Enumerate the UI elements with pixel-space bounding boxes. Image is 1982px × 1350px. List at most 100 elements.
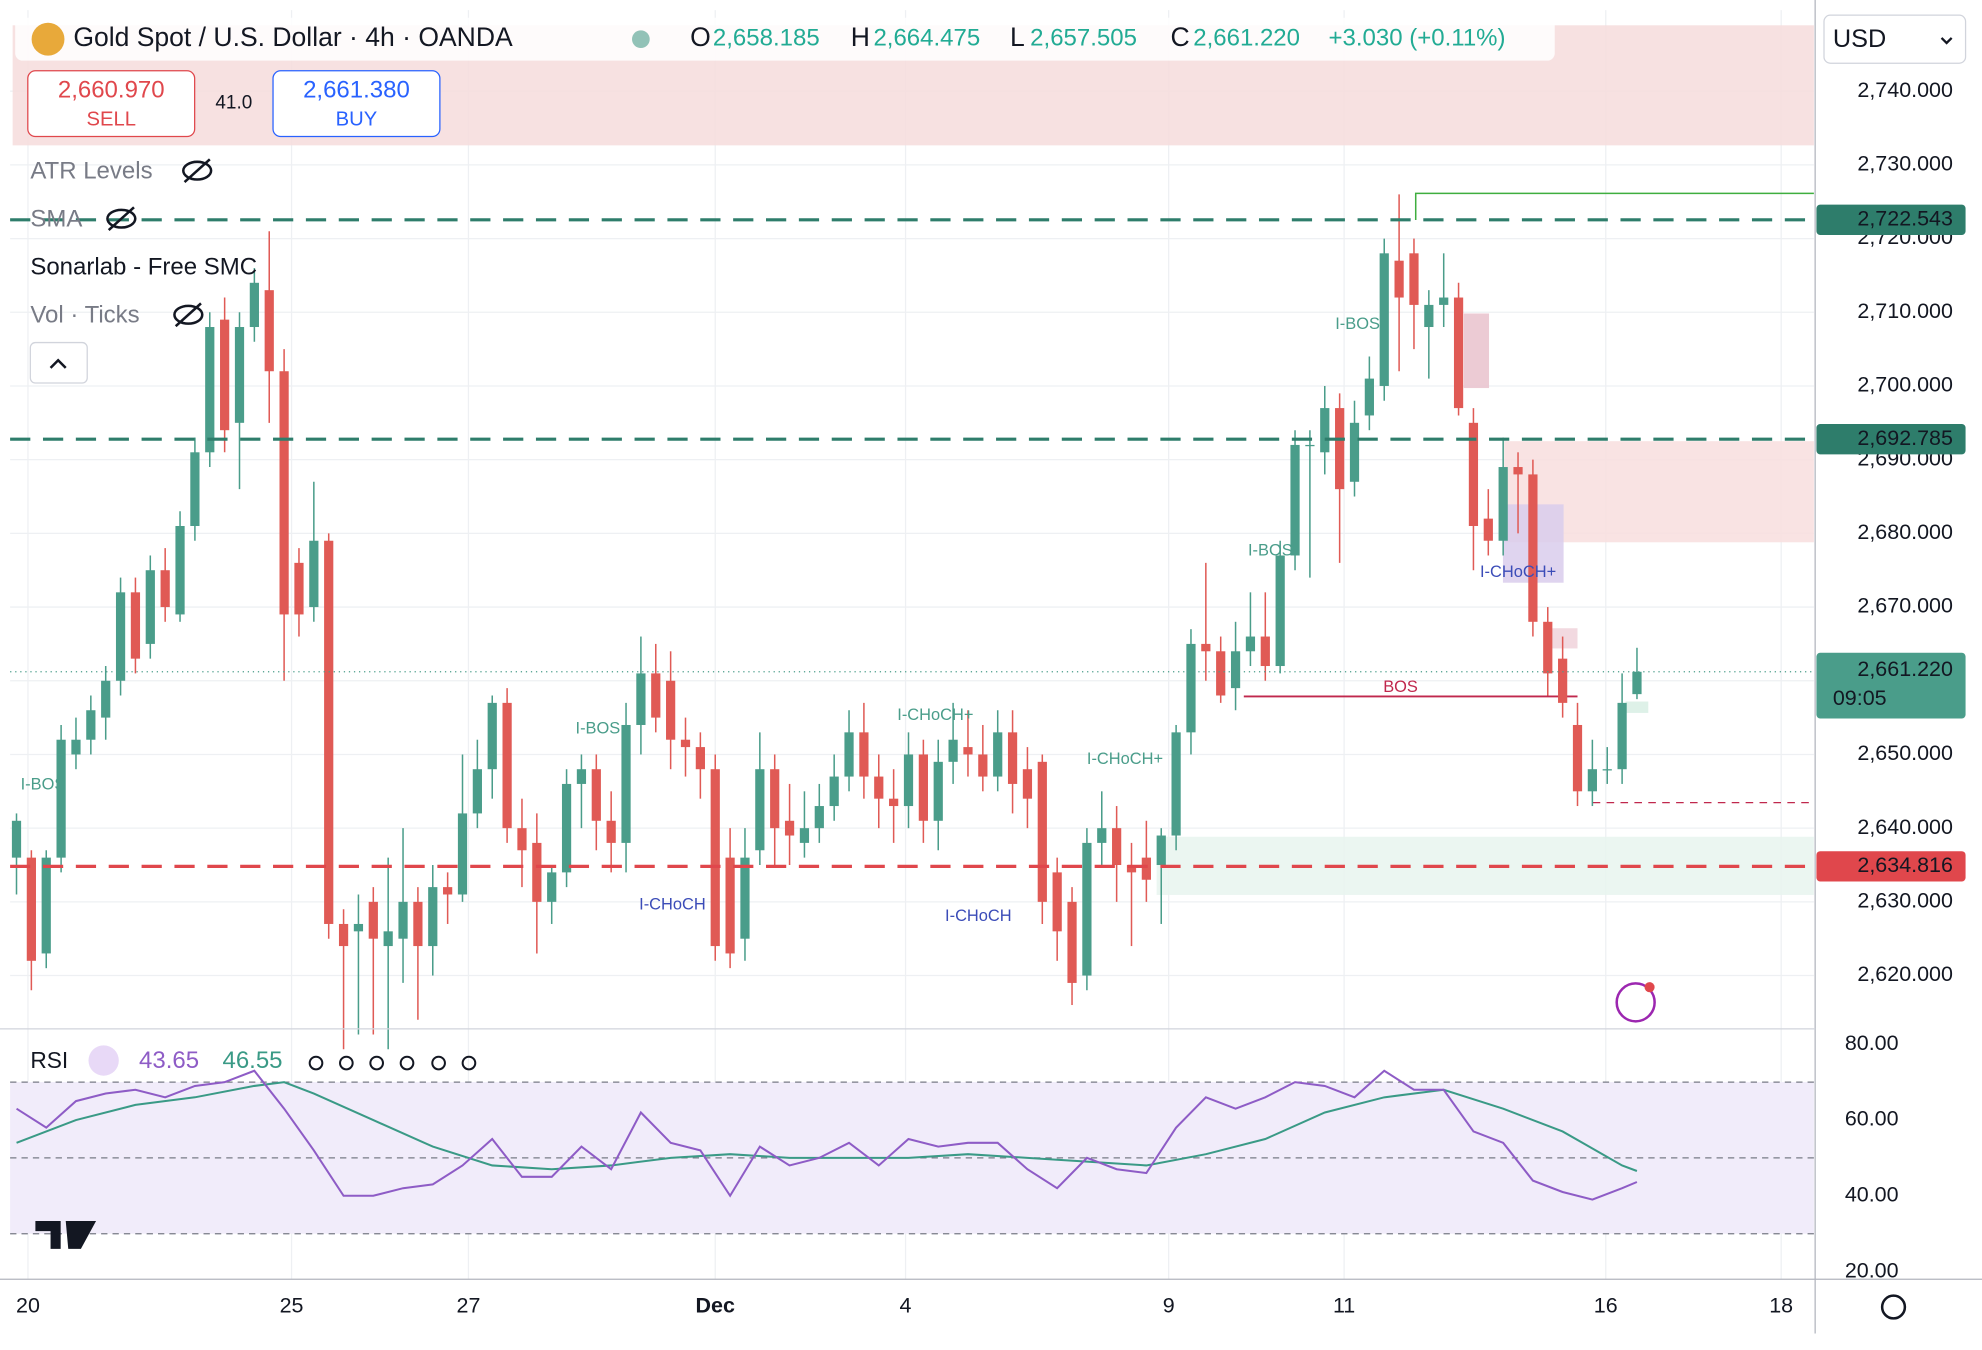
candle-body xyxy=(249,282,259,328)
candle-body xyxy=(844,732,854,777)
candle-body xyxy=(1513,467,1523,475)
candle-body xyxy=(621,724,631,843)
candle-body xyxy=(1572,724,1583,792)
sell-label: SELL xyxy=(87,108,136,130)
price-tag xyxy=(1816,423,1966,455)
y-tick-label: 20.00 xyxy=(1845,1258,1899,1282)
candle-body xyxy=(26,857,36,961)
settings-icon[interactable] xyxy=(1880,1294,1907,1320)
y-tick-label: 60.00 xyxy=(1845,1107,1899,1131)
candle-body xyxy=(1424,304,1434,328)
y-tick-label: 40.00 xyxy=(1845,1182,1899,1206)
collapse-button[interactable] xyxy=(29,341,88,384)
candle-body xyxy=(1320,408,1330,453)
price-tag-label: 2,634.816 xyxy=(1857,853,1953,877)
sell-button[interactable] xyxy=(27,70,196,138)
c-label: C xyxy=(1170,22,1189,52)
candle-body xyxy=(1112,828,1122,866)
candle-body xyxy=(101,680,111,718)
candle-body xyxy=(1201,643,1211,652)
alert-dot xyxy=(1644,982,1655,993)
y-tick-label: 2,630.000 xyxy=(1857,889,1953,913)
candle-body xyxy=(993,732,1003,777)
symbol-title[interactable]: Gold Spot / U.S. Dollar · 4h · OANDA xyxy=(73,22,513,52)
indicator-label[interactable]: Vol · Ticks xyxy=(30,301,139,328)
candle-body xyxy=(190,452,200,526)
buy-label: BUY xyxy=(336,108,378,130)
candle-body xyxy=(1052,872,1062,932)
smc-label: I-CHoCH+ xyxy=(1087,750,1163,768)
x-tick-label: 11 xyxy=(1333,1294,1355,1318)
smc-label: I-CHoCH+ xyxy=(1480,563,1556,581)
smc-label: I-BOS xyxy=(21,775,66,793)
candle-body xyxy=(1617,702,1627,770)
candle-body xyxy=(1528,474,1538,622)
y-tick-label: 80.00 xyxy=(1845,1031,1899,1055)
candle-body xyxy=(1171,732,1181,836)
candle-body xyxy=(1126,865,1137,873)
rsi-plot: 20.00 40.00 60.00 80.00 xyxy=(10,1031,1899,1282)
y-tick-label: 2,680.000 xyxy=(1857,520,1953,544)
x-tick-label: 4 xyxy=(900,1294,912,1318)
candle-body xyxy=(740,857,750,939)
candle-body xyxy=(606,820,616,843)
l-value: 2,657.505 xyxy=(1030,25,1137,52)
candle-body xyxy=(1067,901,1077,983)
candle-body xyxy=(279,371,289,615)
symbol-logo[interactable] xyxy=(31,22,65,56)
candle-body xyxy=(1468,422,1479,526)
indicator-label[interactable]: SMA xyxy=(30,205,82,232)
candle-body xyxy=(755,769,765,851)
candle-body xyxy=(874,776,884,799)
candle-body xyxy=(1275,555,1285,667)
candle-body xyxy=(1007,732,1018,784)
y-tick-label: 2,640.000 xyxy=(1857,815,1953,839)
smc-zone xyxy=(1156,836,1814,895)
indicator-label[interactable]: ATR Levels xyxy=(30,157,152,184)
smc-zone xyxy=(1625,701,1649,713)
price-plot: 2,722.543 2,692.785 2,634.816 2,661.220 09:0… xyxy=(10,194,1966,1050)
candle-body xyxy=(1305,444,1315,447)
candle-body xyxy=(294,562,304,615)
x-tick-label: 18 xyxy=(1769,1294,1793,1318)
alert-icon[interactable] xyxy=(1615,982,1656,1023)
candle-body xyxy=(1245,636,1256,652)
candle-body xyxy=(903,754,914,807)
empty-slots xyxy=(308,1055,477,1071)
smc-label: I-CHoCH+ xyxy=(897,706,973,724)
candle-body xyxy=(651,673,661,718)
candle-body xyxy=(1349,422,1360,482)
candle-body xyxy=(561,783,572,873)
rsi-title[interactable]: RSI xyxy=(30,1047,68,1073)
x-tick-label: Dec xyxy=(696,1294,735,1318)
o-value: 2,658.185 xyxy=(713,25,820,52)
indicator-label[interactable]: Sonarlab - Free SMC xyxy=(30,253,257,280)
candle-body xyxy=(770,769,780,829)
price-tag-label: 2,692.785 xyxy=(1857,426,1953,450)
candle-body xyxy=(1453,297,1464,409)
buy-price: 2,661.380 xyxy=(303,76,410,103)
x-tick-label: 9 xyxy=(1163,1294,1175,1318)
currency: USD xyxy=(1833,25,1886,53)
candle-body xyxy=(11,820,22,858)
candle-body xyxy=(666,680,676,740)
candle-body xyxy=(829,776,839,807)
smc-zone xyxy=(1552,628,1578,649)
candle-body xyxy=(324,540,334,924)
price-tag-label: 2,722.543 xyxy=(1857,207,1953,231)
l-label: L xyxy=(1010,22,1025,52)
candle-body xyxy=(948,739,958,762)
candle-body xyxy=(1409,253,1419,305)
candle-body xyxy=(338,923,349,947)
candle-body xyxy=(547,872,557,902)
dropdown-icon xyxy=(1940,37,1953,45)
candle-body xyxy=(56,739,66,858)
buy-button[interactable] xyxy=(272,70,441,138)
status-dot xyxy=(632,30,650,49)
candle-body xyxy=(591,769,601,821)
rsi-line xyxy=(16,1069,1638,1201)
o-label: O xyxy=(690,22,711,52)
h-label: H xyxy=(851,22,870,52)
currency-select[interactable] xyxy=(1823,14,1967,64)
